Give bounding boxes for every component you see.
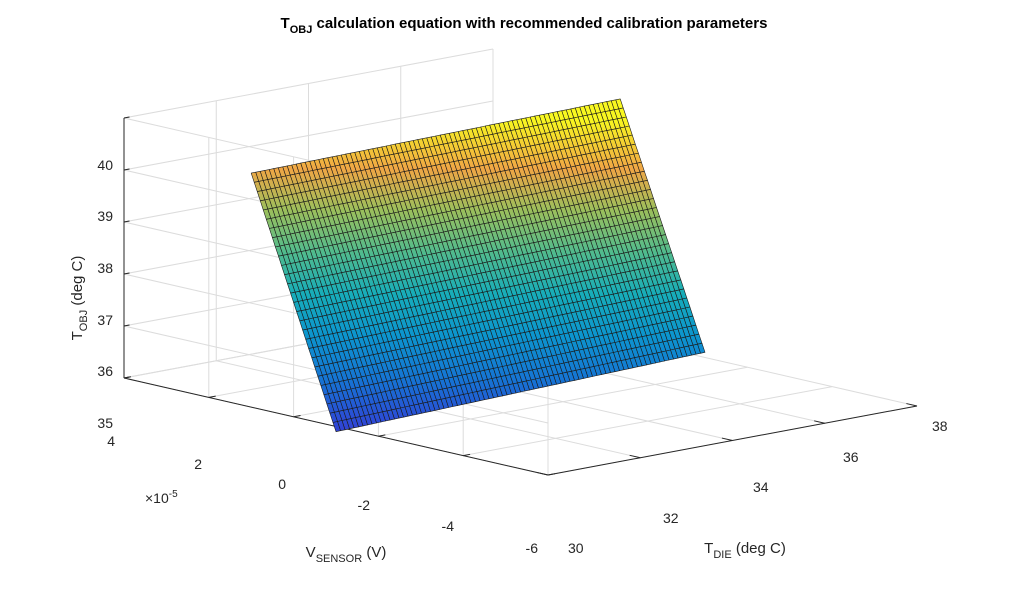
y-axis-label: VSENSOR (V) bbox=[306, 544, 387, 565]
y-tick-label: -6 bbox=[526, 540, 539, 556]
z-tick-labels: 35 36 37 38 39 40 bbox=[97, 157, 113, 431]
x-tick-mark bbox=[721, 437, 733, 441]
z-axis-label: TOBJ (deg C) bbox=[69, 256, 90, 341]
z-tick-mark bbox=[123, 376, 130, 379]
x-tick-label: 32 bbox=[663, 510, 679, 526]
y-tick-mark bbox=[378, 434, 386, 437]
y-tick-label: -4 bbox=[442, 518, 455, 534]
y-tick-labels: 4 2 0 -2 -4 -6 bbox=[107, 433, 538, 556]
y-tick-label: 2 bbox=[194, 456, 202, 472]
y-tick-label: 4 bbox=[107, 433, 115, 449]
x-tick-mark bbox=[537, 472, 549, 476]
z-tick-label: 39 bbox=[97, 208, 113, 224]
y-tick-label: -2 bbox=[358, 497, 371, 513]
x-tick-mark bbox=[814, 420, 825, 424]
chart-title: TOBJ calculation equation with recommend… bbox=[281, 15, 768, 36]
z-tick-label: 37 bbox=[97, 312, 113, 328]
z-tick-mark bbox=[123, 168, 130, 171]
z-tick-mark bbox=[123, 116, 130, 119]
y-tick-mark bbox=[293, 415, 301, 418]
x-tick-mark bbox=[629, 454, 641, 459]
grid-line bbox=[123, 100, 494, 171]
z-tick-mark bbox=[123, 272, 130, 275]
x-tick-mark bbox=[906, 403, 918, 407]
y-tick-mark bbox=[463, 453, 471, 457]
z-tick-label: 36 bbox=[97, 363, 113, 379]
z-tick-mark bbox=[123, 324, 130, 327]
x-tick-labels: 30 32 34 36 38 bbox=[568, 418, 948, 556]
x-axis-label: TDIE (deg C) bbox=[704, 540, 786, 561]
surface-patch bbox=[332, 421, 341, 433]
z-tick-label: 35 bbox=[97, 415, 113, 431]
x-tick-label: 34 bbox=[753, 479, 769, 495]
y-exponent-label: ×10-5 bbox=[145, 489, 178, 506]
x-tick-label: 38 bbox=[932, 418, 948, 434]
grid-line bbox=[123, 48, 494, 119]
z-tick-label: 38 bbox=[97, 260, 113, 276]
y-tick-mark bbox=[547, 473, 556, 476]
y-tick-mark bbox=[208, 395, 216, 398]
grid-line bbox=[463, 386, 833, 457]
z-tick-mark bbox=[123, 220, 130, 223]
z-tick-label: 40 bbox=[97, 157, 113, 173]
y-tick-label: 0 bbox=[278, 476, 286, 492]
x-tick-label: 36 bbox=[843, 449, 859, 465]
x-tick-label: 30 bbox=[568, 540, 584, 556]
grid-line bbox=[378, 366, 748, 437]
surface-mesh bbox=[250, 98, 706, 433]
